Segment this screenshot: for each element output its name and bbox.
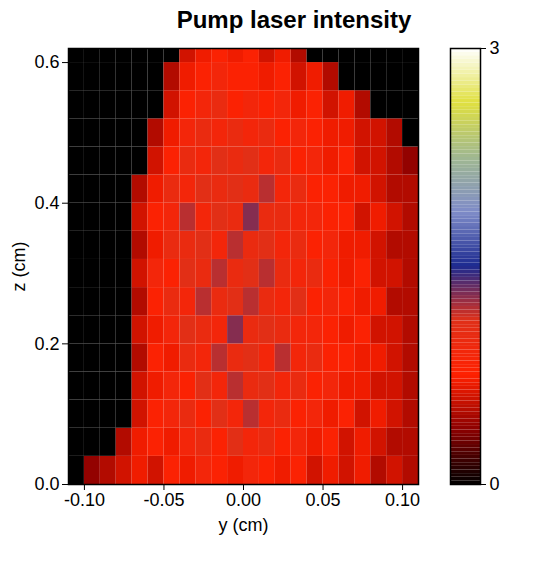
svg-text:0.2: 0.2 <box>34 334 59 354</box>
svg-text:z (cm): z (cm) <box>9 242 29 292</box>
svg-text:0.05: 0.05 <box>306 490 341 510</box>
svg-text:-0.05: -0.05 <box>143 490 184 510</box>
svg-text:0.0: 0.0 <box>34 474 59 494</box>
svg-text:3: 3 <box>490 38 500 58</box>
html-text:Pump laser intensity: Pump laser intensity <box>176 6 412 33</box>
svg-text:0.4: 0.4 <box>34 193 59 213</box>
svg-text:0.6: 0.6 <box>34 52 59 72</box>
svg-text:0: 0 <box>490 474 500 494</box>
svg-text:0.00: 0.00 <box>226 490 261 510</box>
svg-text:0.10: 0.10 <box>385 490 420 510</box>
svg-text:y (cm): y (cm) <box>219 515 269 535</box>
svg-text:-0.10: -0.10 <box>64 490 105 510</box>
